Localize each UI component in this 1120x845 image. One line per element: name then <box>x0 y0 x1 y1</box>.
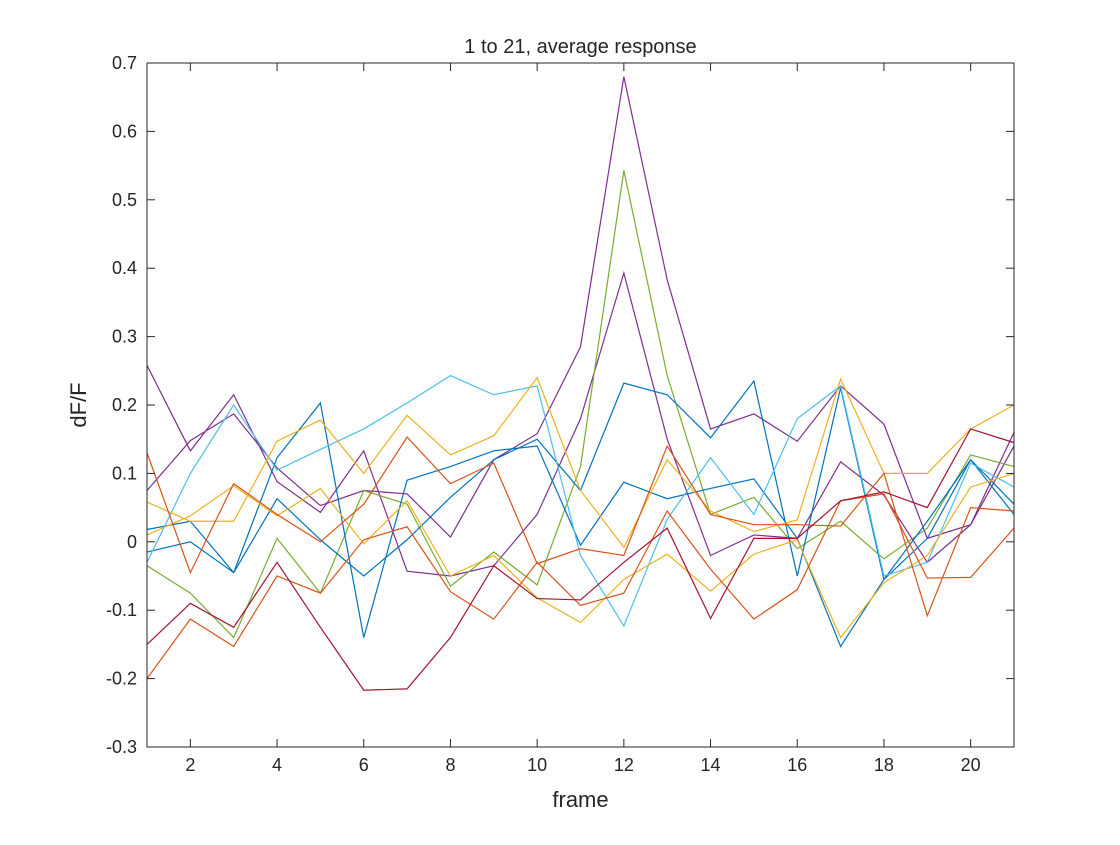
series-line-3 <box>146 170 1015 639</box>
chart-title: 1 to 21, average response <box>464 36 696 58</box>
plot-area <box>147 63 1014 747</box>
series-line-2 <box>146 76 1015 540</box>
y-tick-label: 0.5 <box>112 190 137 210</box>
series-line-1 <box>146 270 1015 577</box>
y-tick-label: 0.6 <box>112 121 137 141</box>
x-tick-label: 8 <box>445 755 455 775</box>
series-line-8 <box>146 472 1015 639</box>
x-axis-label: frame <box>552 787 608 812</box>
series-line-9 <box>146 436 1015 618</box>
y-tick-label: 0 <box>127 532 137 552</box>
y-tick-label: 0.2 <box>112 395 137 415</box>
series-line-11 <box>146 428 1015 691</box>
series-line-10 <box>146 493 1015 679</box>
y-tick-label: -0.1 <box>106 600 137 620</box>
x-tick-label: 6 <box>359 755 369 775</box>
series-line-6 <box>146 374 1015 628</box>
y-tick-label: -0.3 <box>106 737 137 757</box>
x-tick-label: 20 <box>961 755 981 775</box>
tick-layer: 2 4 6 8 10 12 14 16 18 20 -0.3 -0.2 -0.1 0 0.1 0.2 0.3 0.… <box>106 53 1014 775</box>
y-tick-label: 0.3 <box>112 327 137 347</box>
x-tick-label: 18 <box>874 755 894 775</box>
y-axis-label: dF/F <box>66 382 91 427</box>
series-layer <box>146 76 1015 691</box>
x-tick-label: 2 <box>185 755 195 775</box>
x-tick-label: 14 <box>701 755 721 775</box>
y-tick-label: 0.1 <box>112 463 137 483</box>
x-tick-label: 12 <box>614 755 634 775</box>
y-tick-label: 0.4 <box>112 258 137 278</box>
x-tick-label: 4 <box>272 755 282 775</box>
x-tick-label: 16 <box>787 755 807 775</box>
series-line-7 <box>146 376 1015 549</box>
y-tick-label: -0.2 <box>106 669 137 689</box>
x-tick-label: 10 <box>527 755 547 775</box>
y-tick-label: 0.7 <box>112 53 137 73</box>
